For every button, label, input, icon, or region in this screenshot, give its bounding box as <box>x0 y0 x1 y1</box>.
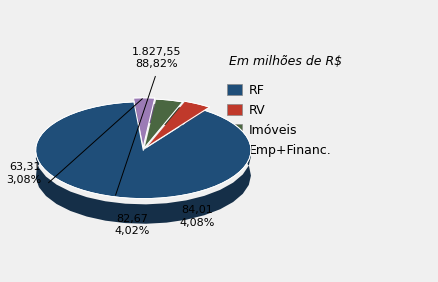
Text: Em milhões de R$: Em milhões de R$ <box>228 55 341 69</box>
Polygon shape <box>156 105 182 127</box>
Polygon shape <box>145 99 182 147</box>
Polygon shape <box>36 108 251 224</box>
Polygon shape <box>185 107 209 132</box>
Polygon shape <box>147 101 209 147</box>
Text: 82,67
4,02%: 82,67 4,02% <box>115 214 150 236</box>
Text: 1.827,55
88,82%: 1.827,55 88,82% <box>131 47 180 69</box>
Text: 84,01
4,08%: 84,01 4,08% <box>179 205 214 228</box>
Text: 63,31
3,08%: 63,31 3,08% <box>6 162 41 185</box>
Polygon shape <box>134 98 155 146</box>
Legend: RF, RV, Imóveis, Emp+Financ.: RF, RV, Imóveis, Emp+Financ. <box>222 79 336 162</box>
Polygon shape <box>134 104 155 123</box>
Polygon shape <box>35 102 251 199</box>
